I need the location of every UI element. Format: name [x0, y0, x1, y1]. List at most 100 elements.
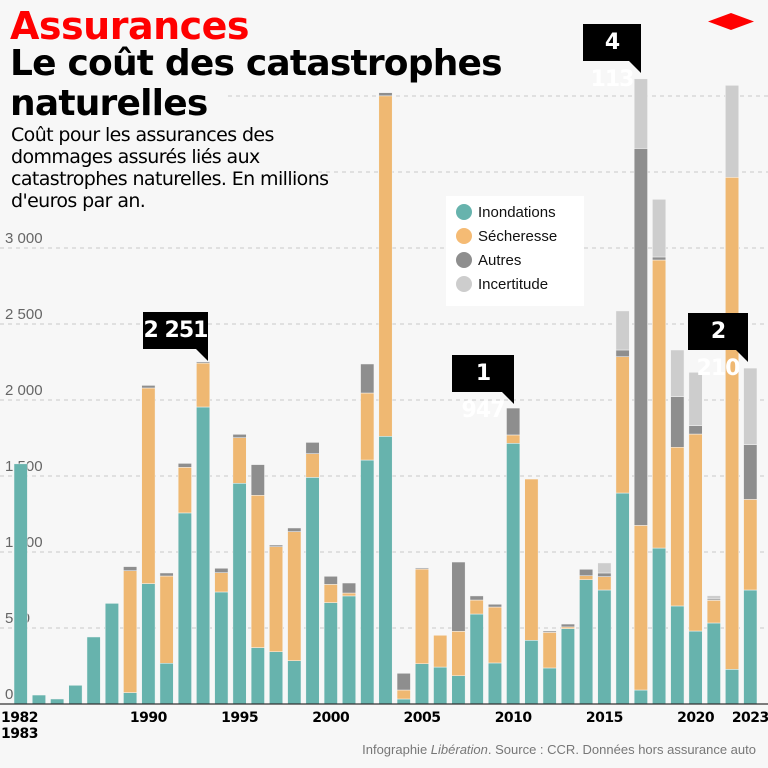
- bar-inondations-2021: [706, 622, 721, 705]
- bar-inondations-2004: [396, 698, 411, 705]
- bar-stack-2008: [469, 595, 484, 705]
- bar-stack-2013: [560, 623, 575, 705]
- bar-stack-2001: [342, 582, 356, 705]
- x-tick-label: 2005: [403, 710, 440, 726]
- bar-stack-2014: [579, 569, 594, 705]
- bar-stack-1993: [196, 361, 211, 705]
- bar-inondations-2017: [633, 689, 648, 705]
- bar-stack-1982-1983: [13, 463, 28, 705]
- bar-sécheresse-1997: [269, 546, 284, 652]
- bar-inondations-1999: [305, 477, 320, 705]
- legend-swatch-icon: [456, 276, 472, 292]
- red-diamond-logo: [708, 13, 754, 30]
- bar-autres-2005: [415, 567, 429, 570]
- bar-stack-2000: [323, 576, 338, 705]
- legend-label: Incertitude: [478, 275, 549, 293]
- x-tick-label: 1990: [130, 710, 168, 726]
- bar-sécheresse-2009: [487, 606, 502, 664]
- bar-stack-1998: [287, 527, 302, 705]
- bar-stack-2004: [396, 673, 411, 705]
- bar-autres-2019: [670, 396, 685, 448]
- bar-stack-2018: [652, 199, 667, 705]
- bar-inondations-1985: [50, 698, 65, 705]
- bar-incertitude-2019: [670, 349, 685, 397]
- callout-label: 1 947: [461, 361, 506, 423]
- bar-sécheresse-1990: [141, 387, 156, 584]
- bar-sécheresse-1989: [123, 570, 138, 693]
- bar-stack-2011: [524, 478, 539, 705]
- bar-autres-1991: [159, 572, 174, 577]
- bar-inondations-2006: [433, 666, 448, 705]
- bar-autres-1996: [250, 464, 265, 496]
- bar-inondations-2001: [342, 595, 356, 705]
- page-title: Le coût des catastrophes naturelles: [10, 43, 503, 124]
- bar-autres-2001: [342, 582, 356, 594]
- bar-inondations-2015: [597, 589, 612, 705]
- bar-inondations-2011: [524, 640, 539, 705]
- bar-autres-2020: [688, 425, 703, 435]
- bar-stack-1999: [305, 442, 320, 705]
- bar-sécheresse-2010: [506, 434, 521, 444]
- x-tick-label: 2000: [312, 710, 350, 726]
- bar-sécheresse-1993: [196, 362, 211, 408]
- bar-stack-2021: [706, 595, 721, 705]
- bar-incertitude-2023: [743, 367, 758, 445]
- bar-inondations-2010: [506, 443, 521, 705]
- bar-sécheresse-2023: [743, 499, 758, 591]
- bar-sécheresse-1999: [305, 453, 320, 478]
- bar-stack-1997: [269, 544, 284, 705]
- callout-2017: 4 113: [583, 24, 641, 92]
- legend-item-secheresse: Sécheresse: [456, 224, 557, 248]
- x-tick-label: 1995: [221, 710, 258, 726]
- bar-sécheresse-1998: [287, 531, 302, 661]
- bar-incertitude-2018: [652, 199, 667, 258]
- bar-stack-2012: [542, 630, 557, 705]
- bar-stack-2006: [433, 635, 448, 705]
- bar-inondations-1991: [159, 663, 174, 705]
- bar-inondations-2023: [743, 589, 758, 705]
- y-tick-label: 0: [5, 686, 13, 703]
- bar-sécheresse-1995: [232, 437, 247, 484]
- bar-stack-1992: [177, 463, 192, 705]
- bar-sécheresse-1992: [177, 467, 192, 514]
- bar-stack-2010: [506, 407, 521, 705]
- y-tick-label: 2 500: [5, 306, 43, 323]
- bar-stack-2003: [378, 92, 393, 705]
- bar-stack-2007: [451, 561, 466, 705]
- bar-autres-2010: [506, 407, 521, 436]
- bar-sécheresse-1991: [159, 575, 174, 664]
- legend-item-incertitude: Incertitude: [456, 272, 548, 296]
- bar-inondations-2008: [469, 613, 484, 705]
- bar-autres-1998: [287, 527, 302, 532]
- legend: Inondations Sécheresse Autres Incertitud…: [446, 196, 584, 306]
- bar-incertitude-2020: [688, 372, 703, 426]
- bar-inondations-2009: [487, 662, 502, 705]
- bar-sécheresse-2021: [706, 600, 721, 624]
- bar-autres-1992: [177, 463, 192, 468]
- bar-sécheresse-2019: [670, 447, 685, 607]
- bar-stack-1995: [232, 434, 247, 705]
- bar-autres-2008: [469, 595, 484, 601]
- bar-incertitude-2021: [706, 595, 721, 600]
- bar-autres-2007: [451, 561, 466, 632]
- bar-inondations-1996: [250, 647, 265, 705]
- legend-label: Autres: [478, 251, 522, 269]
- bar-autres-1994: [214, 568, 229, 573]
- bar-inondations-2012: [542, 667, 557, 705]
- bar-inondations-2000: [323, 602, 338, 705]
- bar-inondations-2014: [579, 579, 594, 705]
- bar-sécheresse-2006: [433, 635, 448, 668]
- bar-autres-1989: [123, 566, 138, 571]
- bar-incertitude-2017: [633, 78, 648, 149]
- callout-1993: 2 251: [143, 312, 208, 361]
- subtitle: Coût pour les assurances des dommages as…: [11, 124, 329, 212]
- y-tick-label: 2 000: [5, 382, 43, 399]
- bar-sécheresse-2001: [342, 592, 356, 597]
- bar-sécheresse-2017: [633, 525, 648, 691]
- bar-sécheresse-2016: [615, 356, 630, 494]
- x-axis-labels: 1982 1983 1990 1995 2000 2005 2010 2015 2020 2023: [1, 710, 768, 742]
- bar-stack-1989: [123, 566, 138, 705]
- bar-sécheresse-2011: [524, 478, 539, 641]
- bar-sécheresse-2015: [597, 576, 612, 591]
- bar-stack-1985: [50, 698, 65, 705]
